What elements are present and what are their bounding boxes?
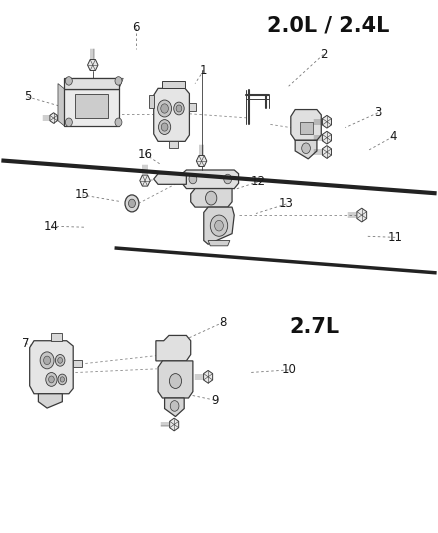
Text: 2.7L: 2.7L xyxy=(290,318,340,337)
Polygon shape xyxy=(140,175,150,186)
Polygon shape xyxy=(64,78,119,89)
Circle shape xyxy=(210,215,228,236)
Circle shape xyxy=(40,352,54,369)
Polygon shape xyxy=(165,398,184,417)
Circle shape xyxy=(161,123,168,131)
Circle shape xyxy=(302,143,311,154)
Text: 12: 12 xyxy=(251,175,266,188)
Circle shape xyxy=(60,377,64,382)
Polygon shape xyxy=(208,240,230,246)
Text: 1: 1 xyxy=(200,64,208,77)
Circle shape xyxy=(115,77,122,85)
Text: 13: 13 xyxy=(279,197,294,211)
Circle shape xyxy=(176,105,182,112)
Circle shape xyxy=(58,358,63,364)
Circle shape xyxy=(158,100,172,117)
Polygon shape xyxy=(149,95,154,109)
Text: 15: 15 xyxy=(74,189,89,201)
Polygon shape xyxy=(322,146,332,158)
Polygon shape xyxy=(156,335,191,361)
Polygon shape xyxy=(73,360,82,367)
Polygon shape xyxy=(75,94,108,118)
Polygon shape xyxy=(322,131,332,144)
Polygon shape xyxy=(30,341,73,394)
Polygon shape xyxy=(204,370,212,383)
Polygon shape xyxy=(162,81,185,88)
Text: 11: 11 xyxy=(388,231,403,244)
Polygon shape xyxy=(158,361,193,398)
Polygon shape xyxy=(182,170,239,189)
Circle shape xyxy=(65,118,72,126)
Text: 14: 14 xyxy=(44,220,59,233)
Text: 16: 16 xyxy=(138,148,152,160)
Text: 2.0L / 2.4L: 2.0L / 2.4L xyxy=(267,15,389,35)
Circle shape xyxy=(174,102,184,115)
Polygon shape xyxy=(322,115,332,128)
Circle shape xyxy=(115,118,122,126)
Circle shape xyxy=(189,174,197,184)
Polygon shape xyxy=(39,394,62,408)
Circle shape xyxy=(46,373,57,386)
Polygon shape xyxy=(169,141,178,148)
Polygon shape xyxy=(295,140,317,159)
Circle shape xyxy=(49,376,54,383)
Circle shape xyxy=(170,401,179,411)
Polygon shape xyxy=(88,60,98,70)
Circle shape xyxy=(170,374,182,389)
Circle shape xyxy=(215,220,223,231)
Polygon shape xyxy=(291,110,321,140)
Polygon shape xyxy=(64,89,119,126)
Circle shape xyxy=(55,354,65,366)
Polygon shape xyxy=(204,207,234,244)
Text: 8: 8 xyxy=(220,316,227,329)
Polygon shape xyxy=(50,113,57,123)
Circle shape xyxy=(125,195,139,212)
Polygon shape xyxy=(357,208,367,222)
Polygon shape xyxy=(154,174,186,184)
Polygon shape xyxy=(154,88,189,141)
Polygon shape xyxy=(196,156,207,166)
Circle shape xyxy=(58,374,67,385)
Text: 5: 5 xyxy=(24,90,31,103)
Polygon shape xyxy=(58,84,64,126)
Circle shape xyxy=(224,174,232,184)
Circle shape xyxy=(44,356,50,365)
Text: 3: 3 xyxy=(374,106,381,119)
Polygon shape xyxy=(191,189,232,207)
Polygon shape xyxy=(189,103,196,111)
Polygon shape xyxy=(64,78,123,89)
Text: 6: 6 xyxy=(133,21,140,35)
Circle shape xyxy=(161,104,169,113)
Circle shape xyxy=(205,191,217,205)
Text: 9: 9 xyxy=(211,393,219,407)
Circle shape xyxy=(65,77,72,85)
Polygon shape xyxy=(170,418,179,431)
Text: 10: 10 xyxy=(281,364,296,376)
Circle shape xyxy=(128,199,135,208)
Text: 7: 7 xyxy=(21,337,29,350)
Polygon shape xyxy=(51,333,62,341)
Circle shape xyxy=(159,119,171,134)
Text: 2: 2 xyxy=(320,48,327,61)
Polygon shape xyxy=(300,122,313,134)
Text: 4: 4 xyxy=(389,130,397,143)
